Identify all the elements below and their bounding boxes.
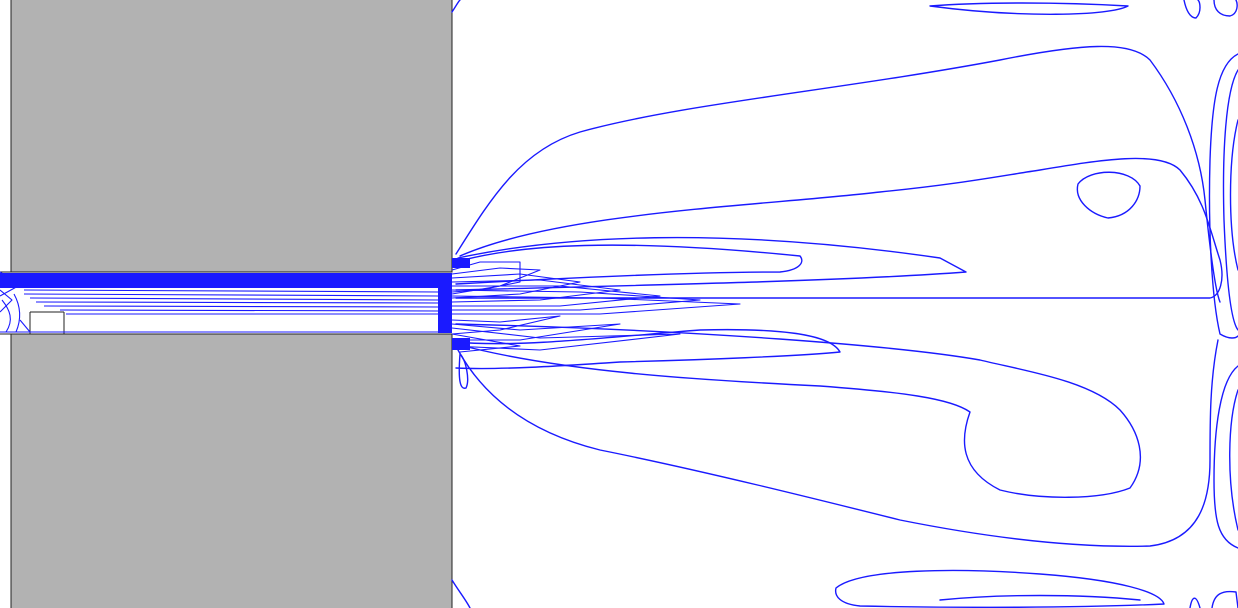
chamber-edge-contours [451, 0, 471, 608]
channel-contours [0, 271, 452, 333]
channel-exit-band [438, 273, 452, 333]
lower-wall [10, 333, 453, 608]
jet-lower-edge [452, 338, 470, 350]
right-vortex-contours [1183, 0, 1238, 608]
jet-upper-edge [452, 258, 470, 268]
lower-lobe-contours [455, 323, 1219, 608]
channel-upper-band [0, 273, 452, 288]
upper-wall [10, 0, 453, 273]
channel-outline [0, 271, 452, 335]
